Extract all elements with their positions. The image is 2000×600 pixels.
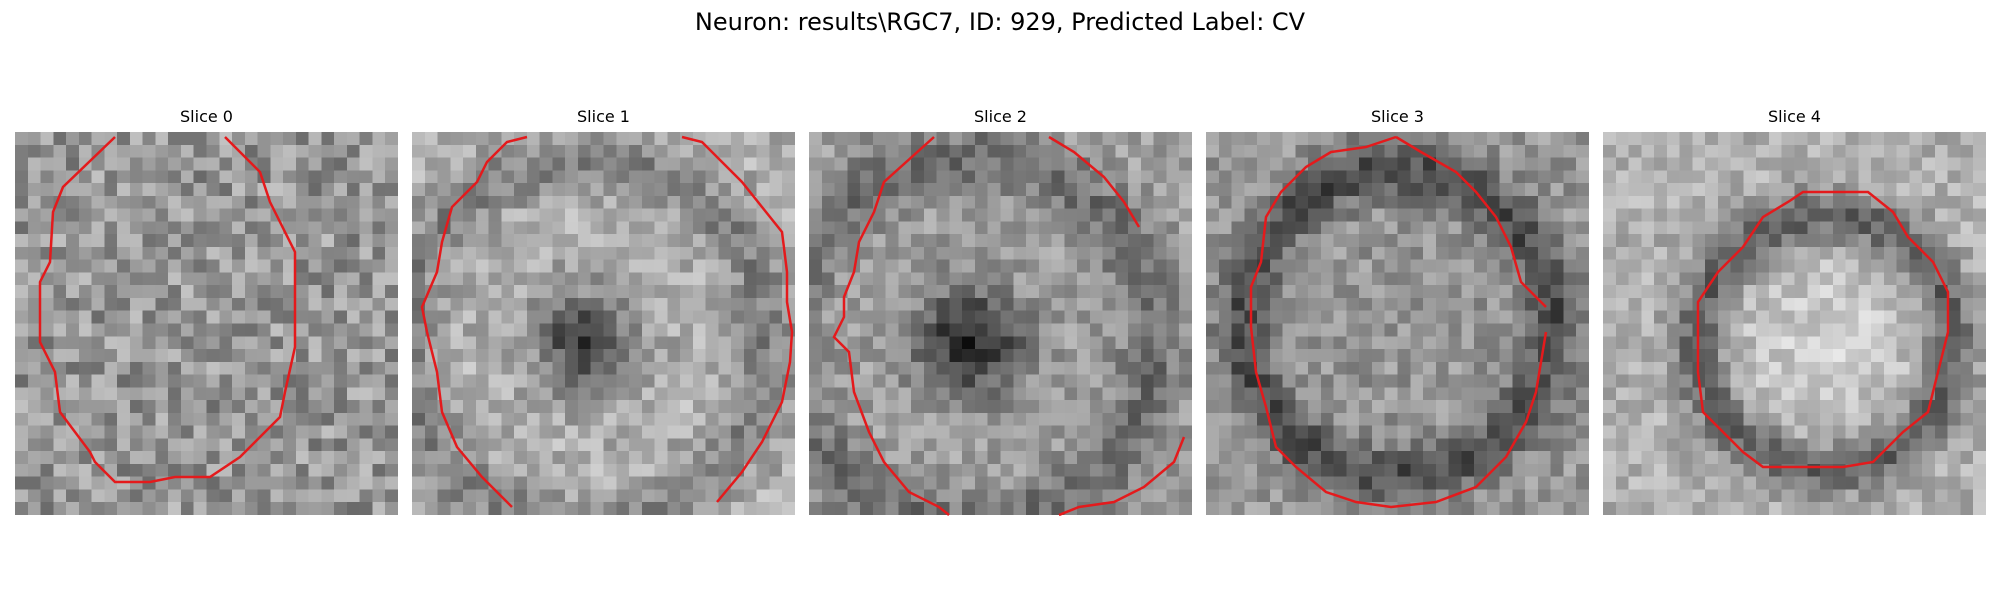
- segmentation-contour: [1048, 135, 1141, 228]
- slice-image: [1206, 132, 1589, 515]
- slice-panel-0: Slice 0: [15, 106, 398, 515]
- slice-title: Slice 4: [1768, 107, 1821, 126]
- slice-panel-2: Slice 2: [809, 106, 1192, 517]
- contour-overlay: [832, 135, 1186, 517]
- slice-title: Slice 0: [180, 107, 233, 126]
- slice-panel-3: Slice 3: [1206, 106, 1589, 515]
- slice-title: Slice 1: [577, 107, 630, 126]
- contour-overlay: [1696, 190, 1950, 469]
- segmentation-contour: [1696, 190, 1950, 469]
- slice-title: Slice 2: [974, 107, 1027, 126]
- segmentation-contour: [832, 136, 950, 516]
- slice-panel-1: Slice 1: [412, 106, 795, 515]
- segmentation-contour: [420, 135, 528, 508]
- slice-image: [1603, 132, 1986, 515]
- contour-overlay: [1249, 135, 1548, 509]
- slice-title: Slice 3: [1371, 107, 1424, 126]
- segmentation-contour: [1058, 436, 1186, 517]
- segmentation-contour: [1249, 135, 1548, 509]
- figure-title: Neuron: results\RGC7, ID: 929, Predicted…: [694, 8, 1306, 36]
- slice-image: [15, 132, 398, 515]
- segmentation-contour: [38, 136, 297, 484]
- contour-overlay: [38, 136, 297, 484]
- segmentation-contour: [681, 135, 794, 503]
- segmentation-contour: [1395, 135, 1547, 308]
- slice-image: [809, 132, 1192, 515]
- contour-overlay: [420, 135, 794, 508]
- slice-image: [412, 132, 795, 515]
- slice-panel-4: Slice 4: [1603, 106, 1986, 515]
